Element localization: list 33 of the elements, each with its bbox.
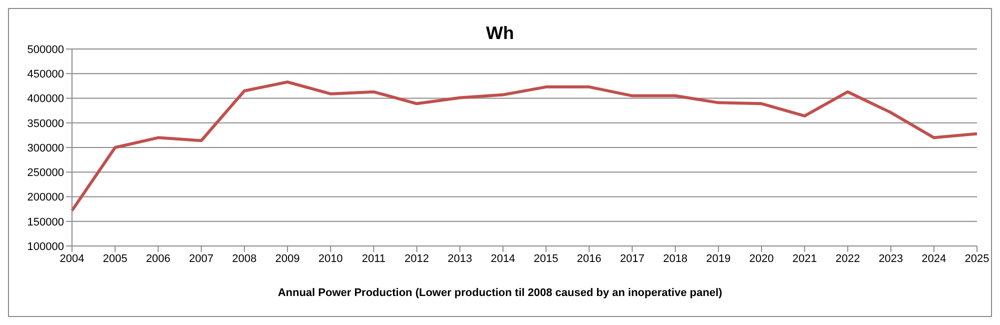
x-tick-label: 2014 <box>490 252 516 265</box>
chart-title: Wh <box>485 23 515 44</box>
y-tick-label: 250000 <box>27 167 64 180</box>
x-tick-label: 2021 <box>792 252 817 265</box>
x-tick-label: 2018 <box>663 252 688 265</box>
x-tick-label: 2009 <box>275 252 300 265</box>
x-tick-label: 2016 <box>576 252 602 265</box>
x-tick-label: 2017 <box>620 252 644 265</box>
x-tick-label: 2010 <box>318 252 343 265</box>
x-axis-title: Annual Power Production (Lower production til 2008 caused by an inoperative panel) <box>276 287 724 299</box>
x-tick-label: 2023 <box>878 252 904 265</box>
x-tick-label: 2022 <box>835 252 860 265</box>
y-tick-label: 400000 <box>27 93 64 106</box>
x-tick-label: 2013 <box>448 252 472 265</box>
x-tick-label: 2006 <box>146 252 170 265</box>
x-tick-label: 2004 <box>60 252 84 265</box>
x-tick-label: 2007 <box>189 252 214 265</box>
y-tick-label: 150000 <box>27 216 64 228</box>
y-tick-label: 100000 <box>27 240 64 253</box>
x-tick-label: 2015 <box>534 252 558 265</box>
y-tick-label: 300000 <box>27 142 64 154</box>
y-tick-label: 450000 <box>27 68 64 81</box>
x-tick-label: 2008 <box>232 252 257 265</box>
x-tick-label: 2005 <box>102 252 128 265</box>
x-tick-label: 2012 <box>404 252 430 265</box>
y-tick-label: 500000 <box>27 44 64 56</box>
x-tick-label: 2019 <box>706 252 731 265</box>
x-tick-label: 2025 <box>964 252 990 265</box>
x-tick-label: 2020 <box>749 252 774 265</box>
x-tick-label: 2024 <box>922 252 946 265</box>
y-tick-label: 350000 <box>27 118 64 130</box>
y-tick-label: 200000 <box>27 192 64 204</box>
x-tick-label: 2011 <box>362 252 386 265</box>
